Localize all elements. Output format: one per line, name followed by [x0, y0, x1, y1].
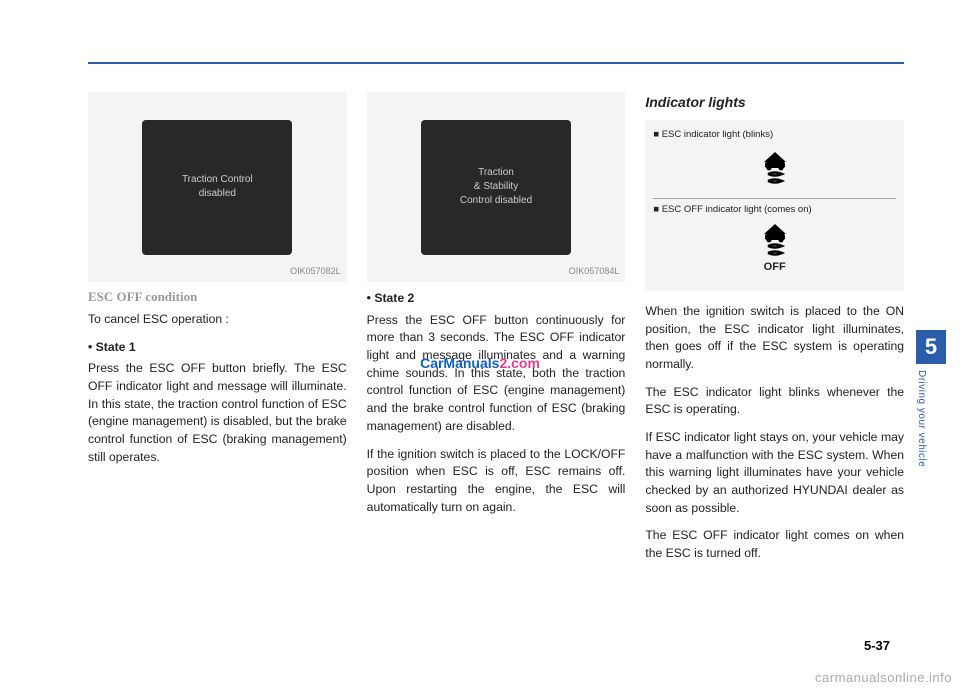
section-number: 5 [916, 330, 946, 364]
esc-off-indicator-icon: OFF [653, 221, 896, 277]
figure-2-screen: Traction & Stability Control disabled [421, 120, 571, 255]
fig1-msg-line1: Traction Control [182, 173, 253, 187]
esc-off-condition-head: ESC OFF condition [88, 288, 347, 307]
fig2-msg-line1: Traction [460, 166, 532, 180]
column-1: Traction Control disabled OIK057082L ESC… [88, 92, 347, 573]
page-number: 5-37 [864, 638, 890, 653]
state2-para2: If the ignition switch is placed to the … [367, 446, 626, 517]
manual-page: Traction Control disabled OIK057082L ESC… [0, 0, 960, 689]
col3-para2: The ESC indicator light blinks whenever … [645, 384, 904, 419]
esc-off-indicator-label: ■ ESC OFF indicator light (comes on) [653, 203, 896, 217]
section-title: Driving your vehicle [916, 370, 927, 467]
column-2: Traction & Stability Control disabled OI… [367, 92, 626, 573]
state1-body: Press the ESC OFF button briefly. The ES… [88, 360, 347, 466]
intro-text: To cancel ESC operation : [88, 311, 347, 329]
content-columns: Traction Control disabled OIK057082L ESC… [88, 92, 904, 573]
top-rule [88, 62, 904, 64]
state2-para1: Press the ESC OFF button continuously fo… [367, 312, 626, 436]
indicator-box: ■ ESC indicator light (blinks) [645, 120, 904, 291]
figure-1: Traction Control disabled OIK057082L [88, 92, 347, 282]
indicator-row-1: ■ ESC indicator light (blinks) [653, 128, 896, 192]
figure-1-screen: Traction Control disabled [142, 120, 292, 255]
side-tab: 5 Driving your vehicle [916, 330, 946, 467]
state1-head: • State 1 [88, 339, 347, 357]
col3-para3: If ESC indicator light stays on, your ve… [645, 429, 904, 517]
indicator-row-2: ■ ESC OFF indicator light (comes on) OFF [653, 203, 896, 277]
state2-head: • State 2 [367, 290, 626, 308]
fig2-msg-line3: Control disabled [460, 194, 532, 208]
esc-off-text: OFF [764, 260, 786, 276]
fig2-msg-line2: & Stability [460, 180, 532, 194]
esc-indicator-icon [653, 146, 896, 192]
footer-text: carmanualsonline.info [815, 670, 952, 685]
col3-para4: The ESC OFF indicator light comes on whe… [645, 527, 904, 562]
figure-2-code: OIK057084L [569, 265, 620, 278]
fig1-msg-line2: disabled [182, 187, 253, 201]
indicator-lights-head: Indicator lights [645, 92, 904, 112]
column-3: Indicator lights ■ ESC indicator light (… [645, 92, 904, 573]
indicator-divider [653, 198, 896, 199]
figure-2: Traction & Stability Control disabled OI… [367, 92, 626, 282]
figure-1-code: OIK057082L [290, 265, 341, 278]
col3-para1: When the ignition switch is placed to th… [645, 303, 904, 374]
esc-indicator-label: ■ ESC indicator light (blinks) [653, 128, 896, 142]
